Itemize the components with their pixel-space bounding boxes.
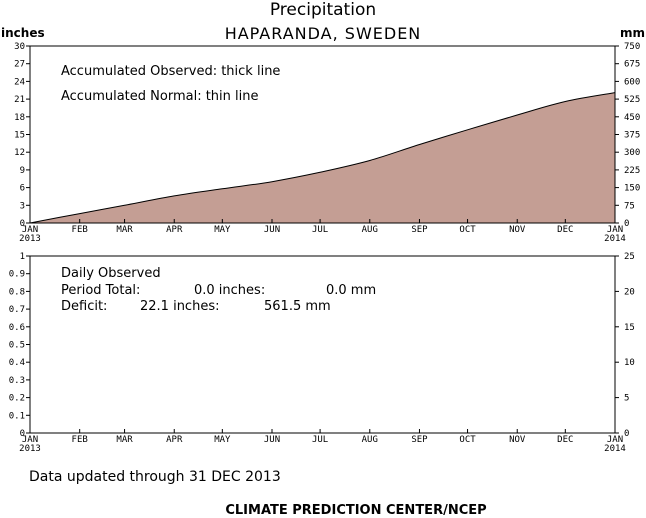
top-x-tick-label: MAY (214, 225, 231, 235)
top-x-tick-label: DEC (557, 225, 573, 235)
bottom-right-tick-label: 0 (624, 429, 629, 439)
chart-title: Precipitation (270, 0, 376, 20)
bottom-x-tick-label: FEB (72, 435, 88, 445)
annotation-observed: Accumulated Observed: thick line (61, 64, 280, 79)
top-x-tick-label: APR (166, 225, 183, 235)
deficit-label: Deficit: (61, 299, 107, 314)
bottom-left-tick-label: 0.4 (9, 358, 25, 368)
bottom-x-tick-label: JUN (264, 435, 280, 445)
period-total-inches: 0.0 inches: (194, 283, 265, 298)
top-x-end-year: 2014 (604, 234, 626, 244)
bottom-x-tick-label: APR (166, 435, 183, 445)
top-right-tick-label: 375 (624, 131, 640, 141)
bottom-left-tick-label: 0.7 (9, 305, 25, 315)
bottom-x-end-year: 2014 (604, 444, 626, 454)
bottom-right-tick-label: 25 (624, 252, 635, 262)
daily-panel-frame (29, 255, 616, 434)
accumulated-panel-frame (29, 45, 616, 224)
top-left-tick-label: 6 (20, 184, 25, 194)
top-right-tick-label: 750 (624, 42, 640, 52)
accumulated-panel: 0369121518212427300751502253003754505256… (14, 42, 640, 244)
chart-subtitle: HAPARANDA, SWEDEN (225, 24, 422, 43)
top-x-tick-label: SEP (411, 225, 428, 235)
bottom-x-tick-label: OCT (459, 435, 476, 445)
bottom-left-tick-label: 0.8 (9, 287, 25, 297)
top-left-tick-label: 3 (20, 201, 25, 211)
period-total-mm: 0.0 mm (326, 283, 376, 298)
accumulated-axis-ticks: 0369121518212427300751502253003754505256… (14, 42, 640, 244)
bottom-x-tick-label: NOV (509, 435, 526, 445)
bottom-right-tick-label: 10 (624, 358, 635, 368)
top-left-tick-label: 24 (14, 77, 25, 87)
top-x-tick-label: OCT (459, 225, 476, 235)
accumulated-observed-area (30, 92, 615, 223)
bottom-left-tick-label: 0.3 (9, 376, 25, 386)
top-left-tick-label: 12 (14, 148, 25, 158)
top-left-tick-label: 27 (14, 60, 25, 70)
top-x-tick-label: JUN (264, 225, 280, 235)
top-right-tick-label: 150 (624, 184, 640, 194)
bottom-right-tick-label: 20 (624, 287, 635, 297)
top-right-tick-label: 0 (624, 219, 629, 229)
top-x-tick-label: MAR (116, 225, 133, 235)
top-x-tick-label: JAN (607, 225, 623, 235)
annotation-normal: Accumulated Normal: thin line (61, 89, 259, 104)
daily-panel: 00.10.20.30.40.50.60.70.80.910510152025J… (9, 252, 635, 454)
left-axis-unit-label: inches (1, 26, 45, 40)
deficit-inches: 22.1 inches: (140, 299, 219, 314)
bottom-x-tick-label: AUG (362, 435, 378, 445)
bottom-left-tick-label: 0.5 (9, 341, 25, 351)
top-x-start-year: 2013 (19, 234, 41, 244)
top-x-tick-label: FEB (72, 225, 88, 235)
top-right-tick-label: 225 (624, 166, 640, 176)
accumulated-observed-curve (29, 92, 616, 224)
top-right-tick-label: 300 (624, 148, 640, 158)
right-axis-unit-label: mm (620, 26, 645, 40)
bottom-right-tick-label: 5 (624, 394, 629, 404)
bottom-left-tick-label: 0.2 (9, 394, 25, 404)
top-right-tick-label: 675 (624, 60, 640, 70)
daily-axis-ticks: 00.10.20.30.40.50.60.70.80.910510152025J… (9, 252, 635, 454)
bottom-x-tick-label: JAN (22, 435, 38, 445)
top-x-tick-label: JUL (312, 225, 328, 235)
daily-observed-title: Daily Observed (61, 266, 161, 281)
bottom-x-tick-label: JAN (607, 435, 623, 445)
top-right-tick-label: 525 (624, 95, 640, 105)
top-right-tick-label: 600 (624, 77, 640, 87)
bottom-x-tick-label: MAR (116, 435, 133, 445)
top-left-tick-label: 9 (20, 166, 25, 176)
bottom-right-tick-label: 15 (624, 323, 635, 333)
period-total-label: Period Total: (61, 283, 140, 298)
bottom-left-tick-label: 0.1 (9, 411, 25, 421)
top-right-tick-label: 450 (624, 113, 640, 123)
bottom-x-tick-label: DEC (557, 435, 573, 445)
top-left-tick-label: 15 (14, 131, 25, 141)
bottom-left-tick-label: 0.9 (9, 270, 25, 280)
bottom-left-tick-label: 0 (20, 429, 25, 439)
top-left-tick-label: 0 (20, 219, 25, 229)
credit-line: CLIMATE PREDICTION CENTER/NCEP (225, 503, 486, 518)
bottom-left-tick-label: 0.6 (9, 323, 25, 333)
bottom-x-start-year: 2013 (19, 444, 41, 454)
top-left-tick-label: 18 (14, 113, 25, 123)
data-updated-note: Data updated through 31 DEC 2013 (29, 469, 281, 485)
top-x-tick-label: NOV (509, 225, 526, 235)
top-left-tick-label: 30 (14, 42, 25, 52)
top-x-tick-label: JAN (22, 225, 38, 235)
top-x-tick-label: AUG (362, 225, 378, 235)
bottom-x-tick-label: SEP (411, 435, 428, 445)
bottom-x-tick-label: MAY (214, 435, 231, 445)
top-right-tick-label: 75 (624, 201, 635, 211)
deficit-mm: 561.5 mm (264, 299, 331, 314)
bottom-x-tick-label: JUL (312, 435, 328, 445)
bottom-left-tick-label: 1 (20, 252, 25, 262)
top-left-tick-label: 21 (14, 95, 25, 105)
